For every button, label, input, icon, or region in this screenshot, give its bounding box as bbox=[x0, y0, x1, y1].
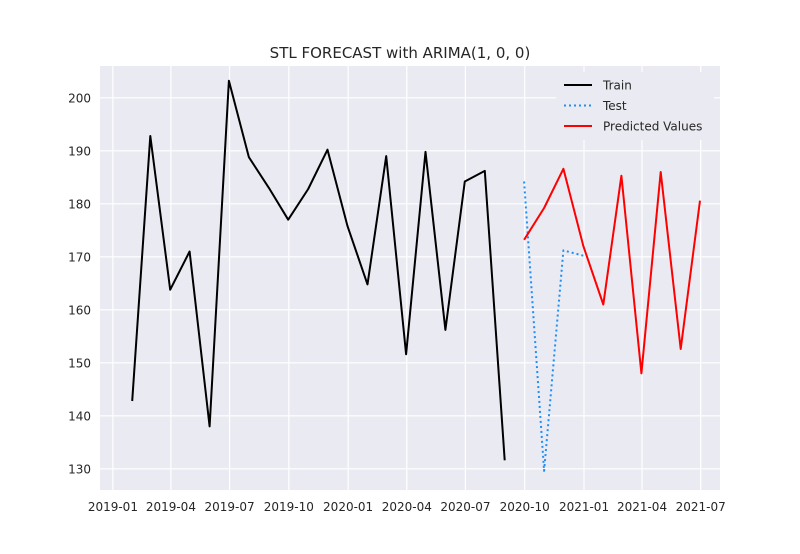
y-tick-label: 170 bbox=[68, 250, 91, 264]
x-tick-label: 2020-04 bbox=[382, 500, 432, 514]
x-tick-label: 2019-10 bbox=[264, 500, 314, 514]
y-axis: 130 140 150 160 170 180 190 200 bbox=[68, 91, 91, 476]
y-tick-label: 180 bbox=[68, 197, 91, 211]
y-tick-label: 190 bbox=[68, 144, 91, 158]
y-tick-label: 140 bbox=[68, 409, 91, 423]
x-tick-label: 2019-07 bbox=[204, 500, 254, 514]
legend-label-predicted-values: Predicted Values bbox=[603, 120, 702, 134]
x-tick-label: 2019-01 bbox=[88, 500, 138, 514]
x-axis: 2019-01 2019-04 2019-07 2019-10 2020-01 2020-… bbox=[88, 500, 726, 514]
y-tick-label: 150 bbox=[68, 356, 91, 370]
x-tick-label: 2021-07 bbox=[676, 500, 726, 514]
chart-title: STL FORECAST with ARIMA(1, 0, 0) bbox=[270, 44, 531, 62]
x-tick-label: 2020-07 bbox=[440, 500, 490, 514]
y-tick-label: 160 bbox=[68, 303, 91, 317]
legend-label-train: Train bbox=[602, 79, 632, 93]
x-tick-label: 2021-01 bbox=[559, 500, 609, 514]
series-line-predicted-values bbox=[523, 167, 701, 375]
x-tick-label: 2020-01 bbox=[323, 500, 373, 514]
legend-label-test: Test bbox=[602, 99, 627, 113]
legend-box bbox=[556, 72, 714, 140]
x-tick-label: 2019-04 bbox=[146, 500, 196, 514]
x-tick-label: 2020-10 bbox=[500, 500, 550, 514]
y-tick-label: 130 bbox=[68, 462, 91, 476]
series-layer bbox=[131, 79, 701, 472]
series-line-train bbox=[131, 79, 506, 461]
series-line-test bbox=[523, 181, 584, 472]
x-tick-label: 2021-04 bbox=[617, 500, 667, 514]
y-tick-label: 200 bbox=[68, 91, 91, 105]
legend: Train Test Predicted Values bbox=[556, 72, 714, 140]
